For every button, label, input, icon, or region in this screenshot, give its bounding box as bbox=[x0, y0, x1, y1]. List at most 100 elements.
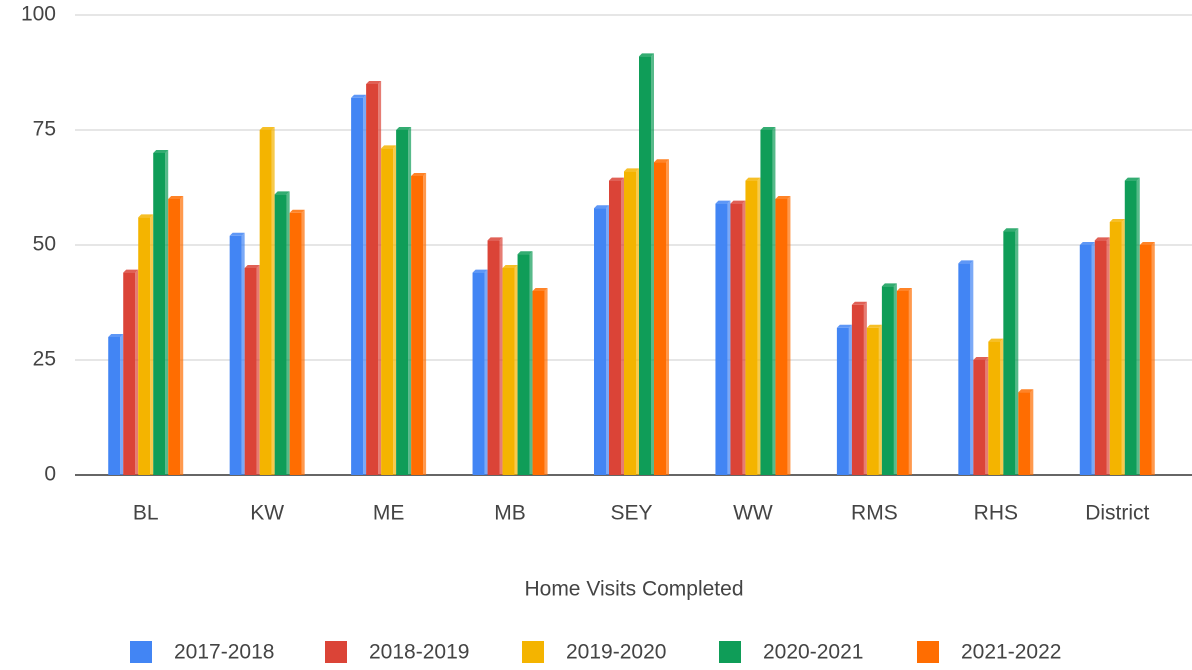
bar-side bbox=[1121, 219, 1125, 475]
bar-top bbox=[351, 94, 367, 98]
x-axis-title: Home Visits Completed bbox=[524, 578, 743, 601]
y-tick-label: 75 bbox=[33, 118, 56, 141]
legend-label: 2021-2022 bbox=[961, 641, 1061, 664]
bar-top bbox=[745, 177, 761, 181]
bar-side bbox=[863, 301, 867, 475]
bar bbox=[639, 56, 651, 476]
x-tick-label: WW bbox=[733, 502, 773, 525]
bar-top bbox=[654, 159, 669, 163]
x-tick-label: MB bbox=[494, 502, 526, 525]
bar-side bbox=[1030, 389, 1034, 475]
bar-top bbox=[108, 334, 124, 337]
bar bbox=[1139, 245, 1152, 475]
bar bbox=[259, 130, 272, 475]
bar bbox=[396, 130, 409, 475]
bar-side bbox=[621, 177, 624, 475]
bar bbox=[1124, 180, 1137, 475]
bar bbox=[851, 304, 864, 475]
bar-top bbox=[973, 357, 989, 360]
bar bbox=[274, 194, 287, 475]
bar-top bbox=[487, 237, 503, 241]
bar-side bbox=[135, 269, 139, 475]
bar-top bbox=[836, 324, 852, 328]
bar-top bbox=[1139, 242, 1155, 245]
bar bbox=[609, 180, 621, 475]
bar-side bbox=[742, 200, 746, 475]
bar-top bbox=[502, 265, 518, 268]
x-tick-label: RMS bbox=[851, 502, 898, 525]
bar-top bbox=[715, 200, 731, 204]
bar bbox=[229, 235, 242, 475]
bar-top bbox=[168, 196, 184, 199]
bar bbox=[594, 208, 606, 475]
bar-top bbox=[289, 209, 305, 213]
bar-top bbox=[760, 127, 776, 130]
bar bbox=[108, 337, 121, 475]
bar bbox=[760, 130, 773, 475]
bar bbox=[836, 327, 849, 475]
bar-side bbox=[1106, 237, 1110, 475]
bar-top bbox=[851, 301, 867, 305]
bar-top bbox=[624, 168, 639, 172]
bar bbox=[745, 180, 758, 475]
bar bbox=[502, 268, 515, 475]
legend-swatch bbox=[325, 641, 347, 663]
bar bbox=[532, 291, 545, 475]
bar-side bbox=[1000, 338, 1004, 475]
bar-side bbox=[271, 127, 275, 475]
legend-swatch bbox=[522, 641, 544, 663]
bar-side bbox=[787, 196, 791, 475]
x-tick-label: RHS bbox=[974, 502, 1018, 525]
bar bbox=[487, 240, 500, 475]
bar-top bbox=[532, 288, 548, 291]
bar-top bbox=[958, 260, 974, 264]
bar-side bbox=[651, 53, 654, 476]
bar-top bbox=[1018, 389, 1034, 393]
bar-top bbox=[896, 288, 912, 291]
legend-swatch bbox=[719, 641, 741, 663]
bar bbox=[973, 360, 986, 475]
bar-top bbox=[639, 53, 654, 57]
bar-side bbox=[165, 150, 169, 475]
bar-side bbox=[772, 127, 776, 475]
bar-top bbox=[259, 127, 275, 130]
bar bbox=[411, 176, 424, 475]
bar bbox=[1109, 222, 1122, 475]
bar-side bbox=[529, 251, 533, 475]
bar-side bbox=[848, 324, 852, 475]
bar-side bbox=[878, 324, 882, 475]
bar-top bbox=[775, 196, 791, 199]
bar bbox=[123, 272, 136, 475]
bar-side bbox=[1015, 228, 1019, 475]
legend-label: 2020-2021 bbox=[763, 641, 863, 664]
bar-top bbox=[153, 150, 169, 153]
bar bbox=[153, 153, 166, 475]
bar-side bbox=[180, 196, 184, 475]
bar bbox=[351, 97, 364, 476]
bar-side bbox=[606, 205, 609, 475]
bar-side bbox=[363, 94, 367, 476]
bar-side bbox=[301, 209, 305, 476]
bar-top bbox=[411, 173, 427, 176]
y-tick-label: 25 bbox=[33, 348, 56, 371]
bar bbox=[366, 84, 379, 475]
y-tick-label: 100 bbox=[21, 3, 56, 26]
legend-swatch bbox=[917, 641, 939, 663]
bar-side bbox=[908, 288, 912, 475]
bar-side bbox=[241, 232, 245, 475]
bar-side bbox=[286, 191, 290, 475]
x-tick-label: KW bbox=[250, 502, 284, 525]
bar-top bbox=[1094, 237, 1110, 241]
bar-side bbox=[484, 269, 488, 475]
legend-label: 2017-2018 bbox=[174, 641, 274, 664]
bar-side bbox=[970, 260, 974, 475]
bar-top bbox=[123, 269, 139, 273]
bar-top bbox=[244, 265, 260, 268]
legend-label: 2019-2020 bbox=[566, 641, 666, 664]
bar-top bbox=[229, 232, 245, 236]
bar-top bbox=[138, 214, 154, 218]
y-tick-label: 0 bbox=[44, 463, 56, 486]
bar-side bbox=[499, 237, 503, 475]
bar-top bbox=[730, 200, 746, 204]
